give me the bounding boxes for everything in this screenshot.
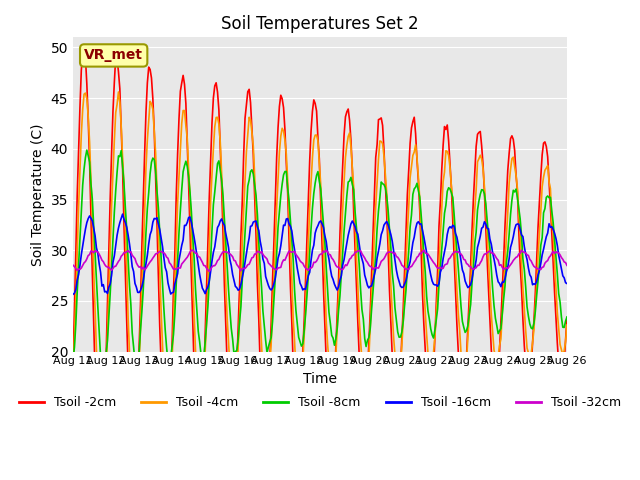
Text: VR_met: VR_met [84, 48, 143, 62]
Title: Soil Temperatures Set 2: Soil Temperatures Set 2 [221, 15, 419, 33]
Y-axis label: Soil Temperature (C): Soil Temperature (C) [31, 123, 45, 266]
X-axis label: Time: Time [303, 372, 337, 386]
Legend: Tsoil -2cm, Tsoil -4cm, Tsoil -8cm, Tsoil -16cm, Tsoil -32cm: Tsoil -2cm, Tsoil -4cm, Tsoil -8cm, Tsoi… [14, 391, 626, 414]
